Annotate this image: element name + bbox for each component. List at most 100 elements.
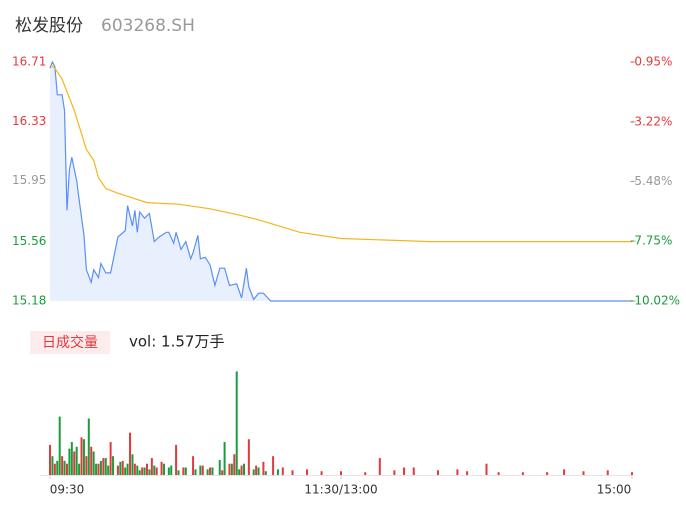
volume-bar bbox=[393, 470, 396, 475]
volume-bar bbox=[109, 442, 112, 475]
volume-bar bbox=[209, 467, 212, 475]
volume-bar bbox=[230, 463, 233, 475]
volume-bar bbox=[257, 467, 260, 475]
volume-bar bbox=[247, 439, 250, 475]
y-tick-label: 15.95 bbox=[12, 173, 46, 187]
volume-bar bbox=[121, 460, 124, 475]
volume-bar bbox=[141, 467, 144, 475]
volume-bar bbox=[170, 465, 173, 475]
volume-bar bbox=[240, 465, 243, 475]
volume-bar bbox=[403, 467, 406, 475]
stock-name: 松发股份 bbox=[15, 16, 83, 36]
volume-bar bbox=[320, 471, 323, 475]
volume-bar bbox=[112, 456, 115, 475]
volume-bar bbox=[177, 470, 180, 475]
volume-bar bbox=[235, 371, 238, 475]
volume-bar bbox=[456, 469, 459, 475]
volume-bar bbox=[133, 463, 136, 475]
volume-bar bbox=[150, 458, 153, 475]
volume-bar bbox=[264, 471, 267, 475]
volume-bar bbox=[521, 472, 524, 475]
volume-bar bbox=[87, 418, 90, 475]
volume-bar bbox=[340, 471, 342, 475]
volume-bar bbox=[90, 446, 93, 475]
volume-bar bbox=[126, 463, 129, 475]
volume-bar bbox=[167, 467, 170, 475]
y-tick-label: 16.33 bbox=[12, 114, 46, 128]
volume-bar bbox=[131, 454, 134, 475]
volume-bar bbox=[155, 467, 158, 475]
price-line bbox=[49, 60, 632, 302]
volume-bar bbox=[116, 465, 119, 475]
volume-bar bbox=[160, 461, 163, 475]
volume-bar bbox=[175, 444, 178, 475]
volume-bar bbox=[546, 472, 549, 475]
volume-bar bbox=[143, 467, 146, 475]
stock-code: 603268.SH bbox=[101, 16, 195, 36]
volume-bar bbox=[243, 463, 245, 475]
volume-bar bbox=[146, 463, 148, 475]
x-tick-label: 11:30/13:00 bbox=[304, 483, 377, 497]
volume-bar bbox=[104, 458, 107, 475]
volume-bar bbox=[306, 469, 309, 475]
volume-bar bbox=[199, 465, 202, 475]
y-tick-label: 15.18 bbox=[12, 294, 46, 308]
volume-bar bbox=[223, 442, 226, 475]
volume-bar bbox=[138, 470, 141, 475]
volume-bar bbox=[228, 463, 231, 475]
volume-bar bbox=[61, 456, 64, 475]
volume-bar bbox=[281, 467, 284, 475]
volume-bar bbox=[65, 463, 68, 475]
volume-bar bbox=[102, 458, 105, 475]
volume-bar bbox=[80, 437, 83, 475]
volume-bar bbox=[466, 471, 469, 475]
volume-bar bbox=[582, 471, 585, 475]
volume-bar bbox=[291, 470, 294, 475]
x-tick-label: 15:00 bbox=[597, 483, 632, 497]
volume-bar bbox=[49, 444, 51, 475]
y-tick-label: 16.71 bbox=[12, 55, 46, 69]
volume-bar bbox=[75, 446, 78, 475]
volume-bar bbox=[78, 463, 81, 475]
volume-bar bbox=[206, 469, 209, 475]
y2-tick-label: -5.48% bbox=[630, 174, 672, 188]
volume-bar bbox=[184, 467, 187, 475]
volume-bar bbox=[201, 465, 204, 475]
volume-bar bbox=[63, 460, 66, 475]
y2-tick-label: -0.95% bbox=[630, 55, 672, 69]
volume-bar bbox=[136, 465, 139, 475]
volume-bar bbox=[68, 448, 71, 475]
volume-bar bbox=[606, 470, 609, 475]
volume-bar bbox=[182, 467, 185, 475]
volume-bar bbox=[124, 467, 127, 475]
volume-bar bbox=[51, 456, 54, 475]
volume-bar bbox=[53, 463, 56, 475]
y2-tick-label: -10.02% bbox=[630, 294, 680, 308]
volume-bar bbox=[95, 463, 98, 475]
volume-bar bbox=[153, 465, 156, 475]
volume-bar bbox=[58, 416, 61, 475]
volume-bar bbox=[194, 469, 197, 475]
volume-bar bbox=[252, 469, 255, 475]
volume-bar bbox=[378, 458, 381, 475]
volume-bar bbox=[255, 465, 258, 475]
volume-bar bbox=[364, 472, 367, 475]
volume-bar bbox=[276, 469, 279, 475]
volume-bar bbox=[563, 469, 566, 475]
volume-bar bbox=[437, 470, 439, 475]
legend-box bbox=[30, 331, 110, 354]
volume-bar bbox=[119, 461, 122, 475]
volume-bar bbox=[412, 467, 415, 475]
volume-bar bbox=[129, 432, 132, 475]
volume-bar bbox=[211, 467, 214, 475]
y-tick-label: 15.56 bbox=[12, 234, 46, 248]
volume-bar bbox=[82, 439, 85, 475]
volume-bar bbox=[99, 460, 102, 475]
volume-bar bbox=[485, 463, 488, 475]
volume-bar bbox=[85, 456, 88, 475]
volume-bar bbox=[73, 451, 76, 475]
x-tick-label: 09:30 bbox=[50, 483, 85, 497]
volume-bar bbox=[148, 469, 151, 475]
